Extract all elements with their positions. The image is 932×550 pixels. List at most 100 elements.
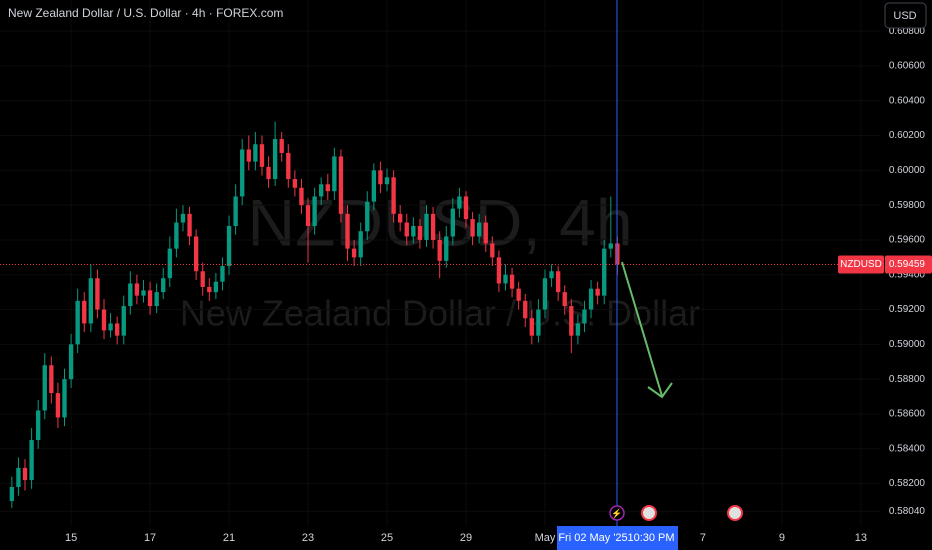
y-tick-label: 0.59600 <box>889 235 926 246</box>
candle-body <box>16 467 21 488</box>
candle-body <box>562 292 567 307</box>
candle-body <box>509 274 515 289</box>
candle-body <box>167 248 172 279</box>
candle-body <box>437 239 442 261</box>
candle-body <box>240 149 245 197</box>
candle-body <box>463 196 469 220</box>
candle-body <box>503 274 508 284</box>
candle-body <box>36 410 41 441</box>
y-tick-label: 0.58200 <box>889 478 926 489</box>
candle-body <box>286 152 291 180</box>
y-tick-label: 0.60000 <box>889 165 926 176</box>
watermark-name: New Zealand Dollar / U.S. Dollar <box>180 293 700 334</box>
y-tick-label: 0.59000 <box>889 339 926 350</box>
candle-body <box>365 201 370 232</box>
candle-body <box>351 248 357 258</box>
x-tick-label: 25 <box>381 532 393 544</box>
candle-body <box>42 365 47 411</box>
candle-body <box>68 344 74 380</box>
y-tick-label: 0.60200 <box>889 130 926 141</box>
candle-body <box>246 149 251 162</box>
candle-body <box>75 300 80 345</box>
candle-body <box>220 266 225 282</box>
candle-body <box>398 213 403 223</box>
candle-body <box>444 236 449 261</box>
x-tick-label: 15 <box>65 532 77 544</box>
crosshair-time: 10:30 PM <box>627 532 674 544</box>
candle-body <box>187 213 192 237</box>
candle-body <box>305 205 311 227</box>
candle-body <box>141 290 146 296</box>
currency-label[interactable]: USD <box>893 10 916 22</box>
candle-body <box>29 440 34 481</box>
candle-body <box>259 144 265 167</box>
candle-body <box>582 309 587 324</box>
x-tick-label: 21 <box>223 532 235 544</box>
candle-body <box>523 300 528 319</box>
candle-body <box>569 306 574 336</box>
candle-body <box>154 292 159 307</box>
candle-body <box>542 278 548 310</box>
price-tag-box <box>885 255 932 274</box>
candle-body <box>430 213 436 240</box>
y-tick-label: 0.59800 <box>889 200 926 211</box>
x-tick-label: 17 <box>144 532 156 544</box>
candle-body <box>358 231 363 258</box>
y-tick-label: 0.59400 <box>889 269 926 280</box>
candle-body <box>470 219 475 237</box>
candle-body <box>213 281 219 293</box>
candle-body <box>233 196 238 227</box>
candle-body <box>338 156 344 214</box>
candle-body <box>378 170 383 185</box>
candle-body <box>101 309 107 331</box>
candle-body <box>128 283 133 307</box>
y-tick-label: 0.58040 <box>889 506 926 517</box>
candle-body <box>266 166 271 180</box>
candle-body <box>82 300 87 324</box>
candle-body <box>134 283 140 296</box>
arrow-head <box>647 382 673 399</box>
y-tick-label: 0.59200 <box>889 304 926 315</box>
crosshair-time-box <box>557 526 678 550</box>
candle-body <box>108 323 113 331</box>
candle-body <box>180 213 186 223</box>
candle-body <box>602 248 607 296</box>
candle-body <box>411 226 416 237</box>
watermark: NZDUSD, 4h New Zealand Dollar / U.S. Dol… <box>180 185 700 333</box>
candle-body <box>9 487 15 501</box>
candle-body <box>62 379 67 418</box>
x-tick-label: May <box>535 532 556 544</box>
candle-body <box>49 365 54 394</box>
candle-body <box>161 278 166 293</box>
candle-body <box>325 184 330 192</box>
candle-body <box>312 196 317 227</box>
candle-body <box>417 226 423 240</box>
candle-body <box>490 243 495 258</box>
candle-body <box>193 236 199 272</box>
candle-body <box>207 286 212 293</box>
candle-body <box>299 187 304 206</box>
x-tick-label: 29 <box>460 532 472 544</box>
arrow-shaft <box>621 261 663 397</box>
x-tick-label: 7 <box>700 532 706 544</box>
candle-body <box>483 222 488 244</box>
event-icon[interactable] <box>641 505 657 521</box>
event-icon[interactable] <box>609 505 625 521</box>
candle-body <box>200 271 205 287</box>
candle-body <box>292 179 298 188</box>
candle-body <box>55 393 61 418</box>
event-icon[interactable] <box>727 505 743 521</box>
candle-body <box>121 306 126 336</box>
price-tag-symbol: NZDUSD <box>840 259 882 270</box>
x-tick-label: 13 <box>855 532 867 544</box>
candle-body <box>226 226 232 267</box>
y-tick-label: 0.60600 <box>889 61 926 72</box>
candle-body <box>424 213 429 240</box>
candle-body <box>516 288 521 301</box>
candle-body <box>588 288 594 310</box>
candle-body <box>371 170 377 202</box>
candle-body <box>279 139 284 153</box>
crosshair-date: Fri 02 May '25 <box>558 532 627 544</box>
currency-button[interactable] <box>884 2 927 29</box>
